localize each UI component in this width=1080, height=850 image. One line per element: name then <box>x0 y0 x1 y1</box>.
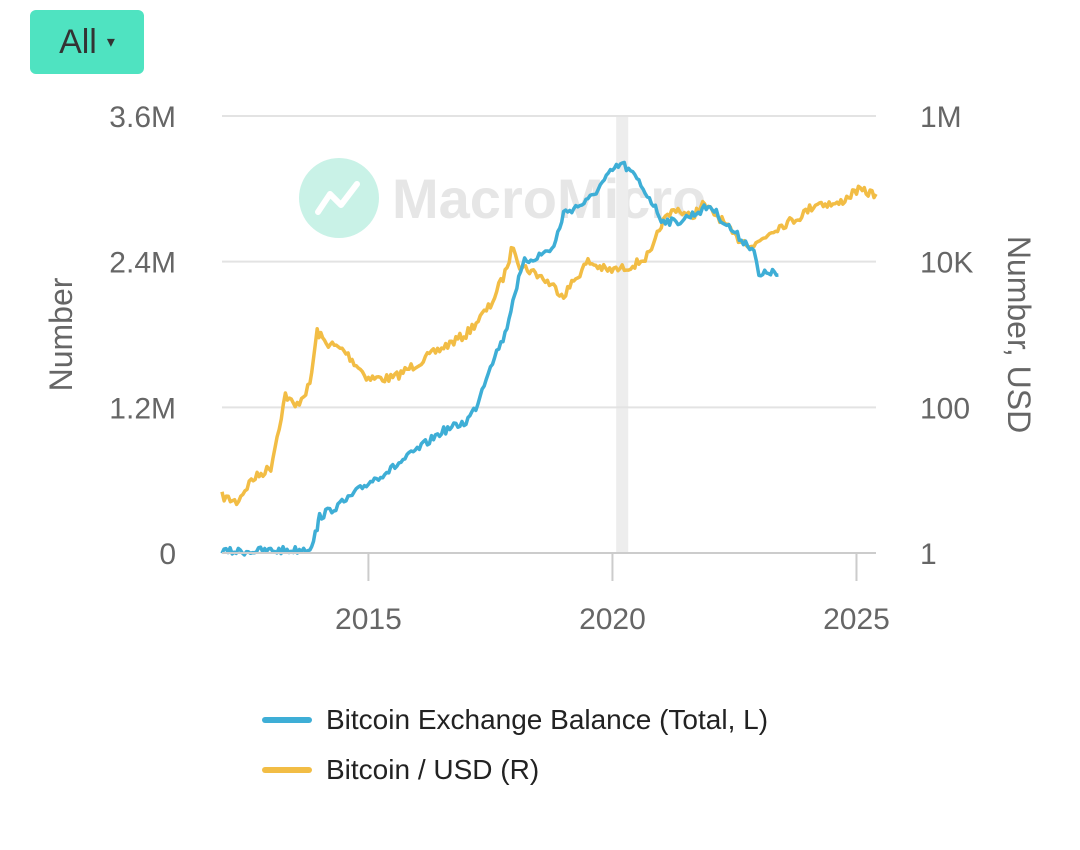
series-line-bitcoin-usd <box>220 184 878 507</box>
y-right-tick-label: 1M <box>920 101 962 134</box>
legend-label-balance: Bitcoin Exchange Balance (Total, L) <box>326 704 769 735</box>
series-line-exchange-balance <box>220 160 779 557</box>
x-tick-label: 2020 <box>579 603 646 636</box>
y-right-tick-label: 1 <box>920 538 937 571</box>
caret-down-icon: ▾ <box>106 34 115 51</box>
range-selector-label: All <box>59 22 97 61</box>
y-left-tick-label: 2.4M <box>109 247 176 280</box>
y-left-tick-label: 1.2M <box>109 392 176 425</box>
highlight-band <box>616 116 629 553</box>
legend-swatch-balance <box>262 717 312 723</box>
legend-swatch-price <box>262 767 312 773</box>
legend-label-price: Bitcoin / USD (R) <box>326 754 540 785</box>
watermark-logo-glyph <box>315 181 360 215</box>
x-tick-label: 2015 <box>335 603 402 636</box>
watermark-logo-icon <box>299 158 379 238</box>
y-left-tick-label: 3.6M <box>109 101 176 134</box>
x-tick-label: 2025 <box>823 603 890 636</box>
range-selector-button[interactable]: All ▾ <box>30 10 144 74</box>
y-left-axis-title: Number <box>43 277 79 391</box>
y-left-tick-label: 0 <box>159 538 176 571</box>
y-right-tick-label: 10K <box>920 247 973 280</box>
legend-item-price[interactable]: Bitcoin / USD (R) <box>262 745 768 795</box>
chart: MacroMicro 0 1.2M 2.4M 3.6M 1 100 10K 1M 2015 202… <box>43 101 1037 636</box>
y-right-axis-title: Number, USD <box>1001 236 1037 433</box>
legend: Bitcoin Exchange Balance (Total, L) Bitc… <box>262 695 768 795</box>
y-right-tick-label: 100 <box>920 392 970 425</box>
legend-item-balance[interactable]: Bitcoin Exchange Balance (Total, L) <box>262 695 768 745</box>
watermark-text: MacroMicro <box>392 167 706 230</box>
watermark: MacroMicro <box>299 158 706 238</box>
